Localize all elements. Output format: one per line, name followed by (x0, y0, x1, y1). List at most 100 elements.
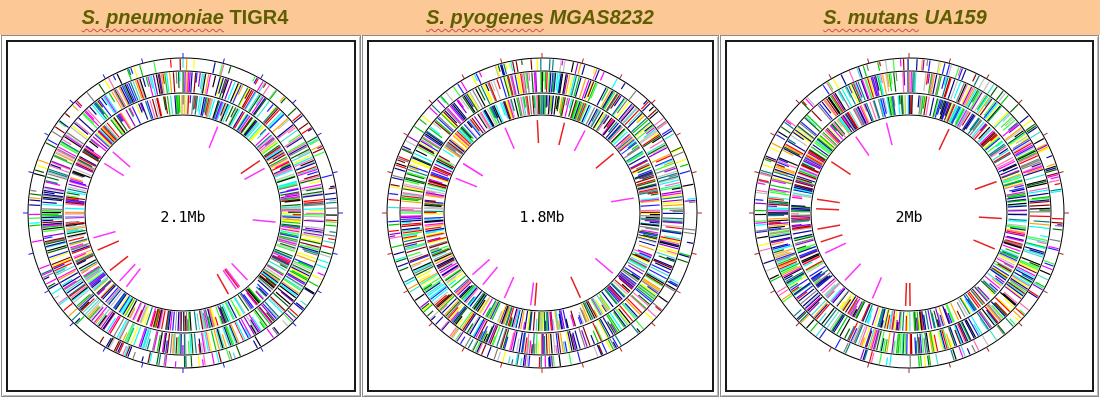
gene-mark (79, 294, 95, 310)
gene-mark (768, 219, 789, 222)
gene-mark (984, 102, 999, 120)
rna-mark (570, 276, 582, 299)
gene-mark (901, 333, 904, 354)
gene-mark (1003, 291, 1018, 304)
gene-mark (405, 176, 426, 184)
gene-mark (73, 167, 92, 177)
gene-mark (262, 85, 270, 95)
gene-mark (921, 333, 925, 354)
gene-mark (635, 162, 650, 170)
gene-mark (671, 147, 682, 154)
gene-mark (632, 251, 651, 260)
band-circle (810, 114, 1008, 312)
gene-mark (99, 129, 114, 144)
gene-mark (506, 99, 514, 119)
scale-tick (867, 362, 870, 368)
gene-mark (158, 73, 164, 94)
gene-mark (874, 307, 881, 327)
gene-mark (72, 104, 79, 112)
gene-mark (804, 157, 822, 168)
gene-mark (127, 327, 135, 343)
gene-mark (157, 74, 163, 94)
gene-mark (1025, 174, 1045, 181)
gene-mark (628, 259, 646, 270)
gene-mark (206, 98, 213, 118)
gene-mark (436, 158, 455, 169)
gene-mark (491, 302, 501, 321)
gene-mark (650, 266, 669, 277)
gene-mark (48, 168, 69, 177)
gene-mark (128, 82, 137, 102)
gene-mark (424, 200, 444, 204)
gene-mark (195, 72, 198, 83)
gene-mark (155, 74, 161, 95)
gene-mark (303, 201, 324, 204)
gene-mark (411, 158, 431, 168)
gene-mark (959, 297, 971, 315)
gene-mark (686, 241, 694, 244)
gene-mark (88, 272, 105, 285)
gene-mark (66, 229, 86, 235)
gene-mark (1015, 135, 1028, 145)
gene-mark (565, 74, 571, 95)
gene-mark (860, 104, 870, 123)
gene-mark (285, 192, 300, 197)
gene-mark (902, 311, 905, 331)
gene-mark (1047, 247, 1059, 252)
scale-tick (770, 290, 776, 294)
gene-mark (396, 162, 407, 168)
gene-mark (302, 228, 323, 233)
gene-mark (216, 77, 223, 96)
gene-mark (620, 272, 636, 286)
gene-mark (128, 107, 134, 118)
gene-mark (612, 98, 626, 116)
gene-mark (997, 256, 1016, 266)
circular-genome-map: 2Mb (749, 53, 1069, 373)
gene-mark (316, 263, 327, 269)
gene-mark (52, 259, 72, 269)
gene-mark (131, 106, 141, 124)
gene-mark (306, 219, 324, 222)
gene-mark (209, 74, 213, 85)
gene-mark (306, 136, 318, 143)
band-circle (62, 92, 304, 334)
gene-mark (862, 327, 871, 347)
gene-mark (795, 178, 815, 186)
gene-mark (581, 104, 590, 123)
gene-mark (215, 329, 223, 349)
gene-mark (325, 224, 337, 227)
gene-mark (930, 74, 936, 95)
gene-mark (208, 308, 215, 328)
gene-mark (897, 333, 901, 354)
gene-mark (29, 222, 40, 224)
gene-mark (983, 135, 999, 149)
gene-mark (418, 144, 435, 155)
gene-mark (778, 258, 798, 268)
gene-mark (536, 95, 539, 115)
rna-mark (529, 282, 535, 306)
gene-mark (75, 253, 94, 263)
gene-mark (111, 91, 123, 109)
gene-mark (823, 100, 837, 117)
gene-mark (939, 100, 947, 120)
gene-mark (489, 106, 497, 119)
gene-mark (979, 318, 989, 331)
gene-mark (624, 302, 638, 318)
gene-mark (89, 303, 104, 320)
gene-mark (454, 307, 468, 324)
gene-mark (70, 242, 89, 250)
gene-mark (1004, 236, 1024, 243)
gene-mark (224, 104, 230, 115)
gene-mark (311, 274, 323, 281)
gene-mark (610, 94, 620, 109)
gene-mark (782, 265, 801, 276)
gene-mark (73, 252, 87, 259)
gene-mark (819, 329, 827, 339)
gene-mark (508, 62, 511, 69)
gene-mark (258, 287, 268, 297)
gene-mark (76, 161, 95, 171)
gene-mark (416, 270, 432, 279)
gene-mark (87, 272, 101, 283)
gene-mark (1024, 248, 1044, 257)
gene-mark (521, 73, 526, 94)
